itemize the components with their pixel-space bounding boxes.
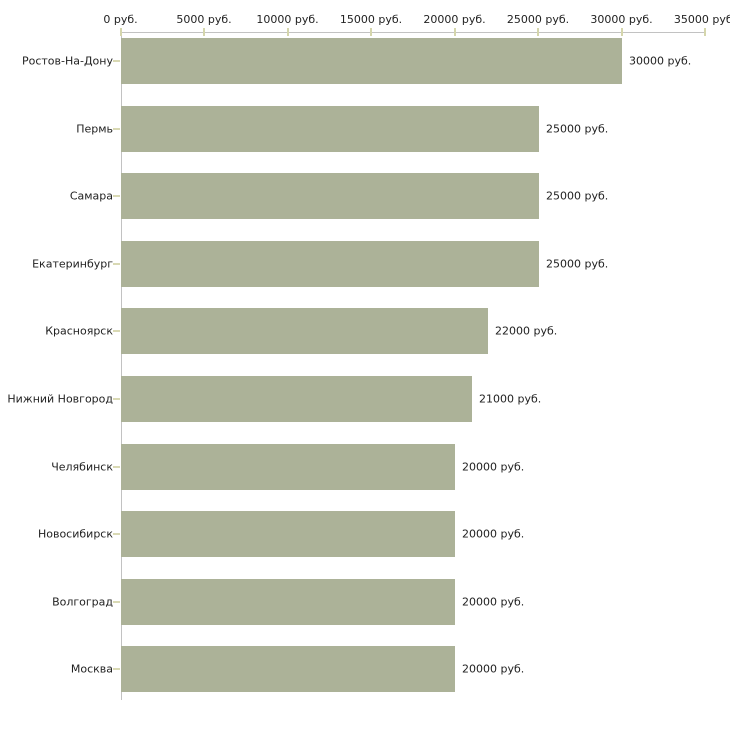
- category-label: Пермь: [76, 122, 113, 136]
- bar: [121, 241, 539, 287]
- x-tick-label: 0 руб.: [103, 13, 138, 26]
- x-tick-label: 25000 руб.: [506, 13, 570, 26]
- x-tick-label: 30000 руб.: [590, 13, 653, 26]
- category-label: Новосибирск: [37, 527, 113, 541]
- value-label: 20000 руб.: [462, 527, 525, 541]
- x-tick-mark: [704, 28, 706, 36]
- value-label: 20000 руб.: [462, 460, 525, 474]
- category-tick-mark: [113, 533, 120, 535]
- category-tick-mark: [113, 195, 120, 197]
- value-label: 20000 руб.: [462, 595, 525, 609]
- value-label: 25000 руб.: [546, 122, 609, 136]
- category-label: Красноярск: [45, 324, 113, 338]
- bar: [121, 646, 455, 692]
- x-tick-label: 20000 руб.: [423, 13, 486, 26]
- x-tick-label: 10000 руб.: [256, 13, 319, 26]
- category-tick-mark: [113, 668, 120, 670]
- bar: [121, 511, 455, 557]
- bar: [121, 38, 622, 84]
- value-label: 30000 руб.: [629, 54, 692, 68]
- category-label: Самара: [69, 189, 113, 203]
- y-axis-line: [120, 32, 122, 700]
- bar: [121, 173, 539, 219]
- x-tick-mark: [453, 28, 456, 36]
- category-tick-mark: [113, 398, 120, 400]
- category-label: Ростов-На-Дону: [21, 54, 113, 68]
- x-tick-label: 5000 руб.: [176, 13, 232, 26]
- category-tick-mark: [113, 466, 120, 468]
- bar: [121, 106, 539, 152]
- x-tick-mark: [370, 28, 372, 36]
- category-tick-mark: [113, 330, 120, 332]
- category-label: Нижний Новгород: [7, 392, 113, 406]
- category-label: Волгоград: [52, 595, 113, 609]
- bar: [121, 579, 455, 625]
- x-tick-mark: [119, 28, 122, 36]
- category-label: Москва: [70, 662, 113, 676]
- bar: [121, 376, 472, 422]
- x-tick-label: 35000 руб.: [673, 13, 730, 26]
- value-label: 20000 руб.: [462, 662, 525, 676]
- bar: [121, 308, 488, 354]
- x-axis-line: [120, 32, 706, 33]
- value-label: 25000 руб.: [546, 189, 609, 203]
- category-tick-mark: [113, 60, 120, 62]
- x-tick-label: 15000 руб.: [339, 13, 403, 26]
- bar: [121, 444, 455, 490]
- category-label: Екатеринбург: [32, 257, 113, 271]
- category-tick-mark: [113, 263, 120, 265]
- x-tick-mark: [620, 28, 623, 36]
- category-tick-mark: [113, 601, 120, 603]
- category-label: Челябинск: [51, 460, 113, 474]
- value-label: 21000 руб.: [479, 392, 542, 406]
- category-tick-mark: [113, 128, 120, 130]
- value-label: 25000 руб.: [546, 257, 609, 271]
- value-label: 22000 руб.: [495, 324, 558, 338]
- x-tick-mark: [537, 28, 539, 36]
- x-tick-mark: [203, 28, 205, 36]
- x-tick-mark: [286, 28, 289, 36]
